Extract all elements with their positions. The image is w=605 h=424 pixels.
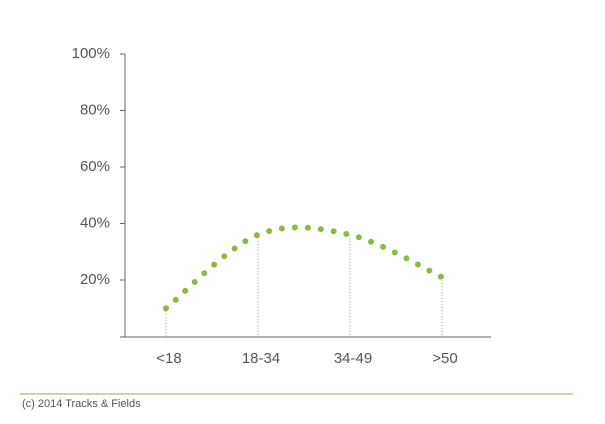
y-tick-label: 100% [72,45,110,62]
y-tick-label: 80% [80,101,110,118]
x-tick-label: 18-34 [242,350,280,367]
x-tick-label: <18 [156,350,181,367]
x-tick-label: 34-49 [334,350,372,367]
source: (c) 2014 Tracks & Fields [22,398,141,410]
y-tick-label: 40% [80,214,110,231]
dotted-line [163,224,445,312]
x-tick-label: >50 [432,350,457,367]
y-tick-label: 20% [80,271,110,288]
y-tick-label: 60% [80,158,110,175]
